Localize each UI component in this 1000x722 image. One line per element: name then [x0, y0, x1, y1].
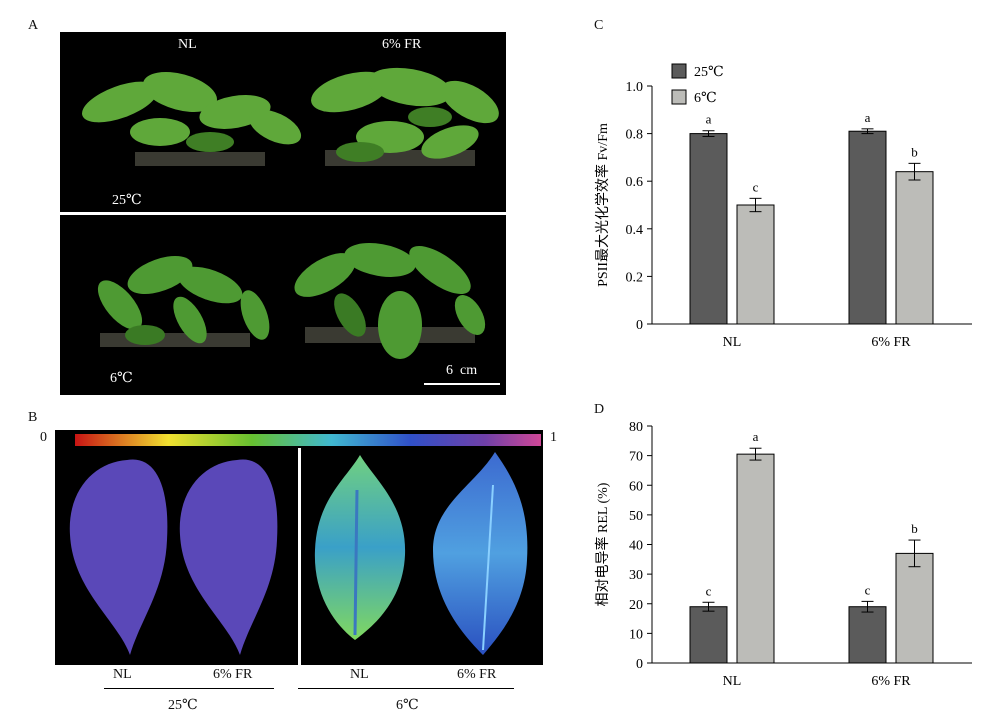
leaf-label-nl-25c: NL	[113, 667, 132, 682]
bar	[848, 130, 887, 325]
y-tick-label: 50	[629, 509, 643, 524]
y-axis-label: 相对电导率 REL (%)	[594, 482, 611, 606]
panel-letter-c: C	[594, 18, 604, 33]
group-label-25c: 25℃	[168, 698, 198, 713]
significance-letter: c	[865, 582, 871, 597]
chart-fvfm: 0 0.2 0.4 0.6 0.8 1.0 PSII最大光化学效率 Fv/Fm NL a c 6% …	[594, 63, 972, 350]
y-tick-label: 70	[629, 450, 643, 465]
significance-letter: a	[753, 429, 759, 444]
bar	[848, 606, 887, 664]
y-tick-label: 80	[629, 420, 643, 435]
panel-letter-b: B	[28, 410, 38, 425]
bar	[895, 552, 934, 664]
leaf-label-nl-6c: NL	[350, 667, 369, 682]
x-category-label: NL	[723, 674, 742, 689]
chart-rel: 0 10 20 30 40 50 60 70 80 相对电导率 REL (%) NL c a 6% FR c…	[594, 420, 972, 689]
photo-label-fr: 6% FR	[382, 37, 422, 52]
color-scale-min: 0	[40, 430, 47, 445]
photo-label-6c: 6℃	[110, 371, 133, 386]
scale-bar	[424, 383, 500, 385]
y-tick-label: 0.6	[626, 175, 644, 190]
y-tick-label: 0.8	[626, 128, 644, 143]
y-tick-label: 0	[636, 657, 643, 672]
fluorescence-image	[55, 430, 543, 665]
bar	[689, 133, 728, 325]
leaf-label-fr-25c: 6% FR	[213, 667, 253, 682]
fluorescence-leaves	[69, 434, 541, 665]
bar	[736, 204, 775, 325]
y-tick-label: 1.0	[626, 80, 644, 95]
photo-25c: NL 6% FR 25℃	[60, 32, 506, 212]
photo-label-nl: NL	[178, 37, 197, 52]
bar	[689, 606, 728, 664]
plants-25c-image	[82, 67, 499, 166]
y-tick-label: 60	[629, 479, 643, 494]
bar	[895, 171, 934, 325]
y-tick-label: 30	[629, 568, 643, 583]
leaf-label-fr-6c: 6% FR	[457, 667, 497, 682]
significance-letter: a	[865, 110, 871, 125]
y-tick-label: 0.4	[626, 223, 644, 238]
y-tick-label: 10	[629, 627, 643, 642]
significance-letter: c	[706, 583, 712, 598]
y-tick-label: 40	[629, 539, 643, 554]
plants-6c-image	[97, 243, 486, 359]
photo-label-25c: 25℃	[112, 193, 142, 208]
group-line-25c	[104, 688, 274, 689]
panel-letter-d: D	[594, 402, 605, 417]
bar	[736, 453, 775, 664]
y-tick-label: 0.2	[626, 270, 644, 285]
significance-letter: b	[911, 521, 918, 536]
significance-letter: b	[911, 144, 918, 159]
x-category-label: 6% FR	[871, 335, 911, 350]
legend-swatch	[671, 89, 687, 105]
significance-letter: a	[706, 112, 712, 127]
group-line-6c	[298, 688, 514, 689]
legend-label: 25℃	[694, 65, 724, 80]
y-tick-label: 0	[636, 318, 643, 333]
legend-swatch	[671, 63, 687, 79]
group-label-6c: 6℃	[396, 698, 419, 713]
legend-label: 6℃	[694, 91, 717, 106]
significance-letter: c	[753, 179, 759, 194]
panel-letter-a: A	[28, 18, 39, 33]
x-category-label: NL	[723, 335, 742, 350]
color-scale-max: 1	[550, 430, 557, 445]
photo-6c: 6℃ 6 cm	[60, 215, 506, 395]
x-category-label: 6% FR	[871, 674, 911, 689]
y-axis-label: PSII最大光化学效率 Fv/Fm	[594, 123, 611, 287]
y-tick-label: 20	[629, 598, 643, 613]
scale-bar-label: 6 cm	[446, 363, 478, 378]
